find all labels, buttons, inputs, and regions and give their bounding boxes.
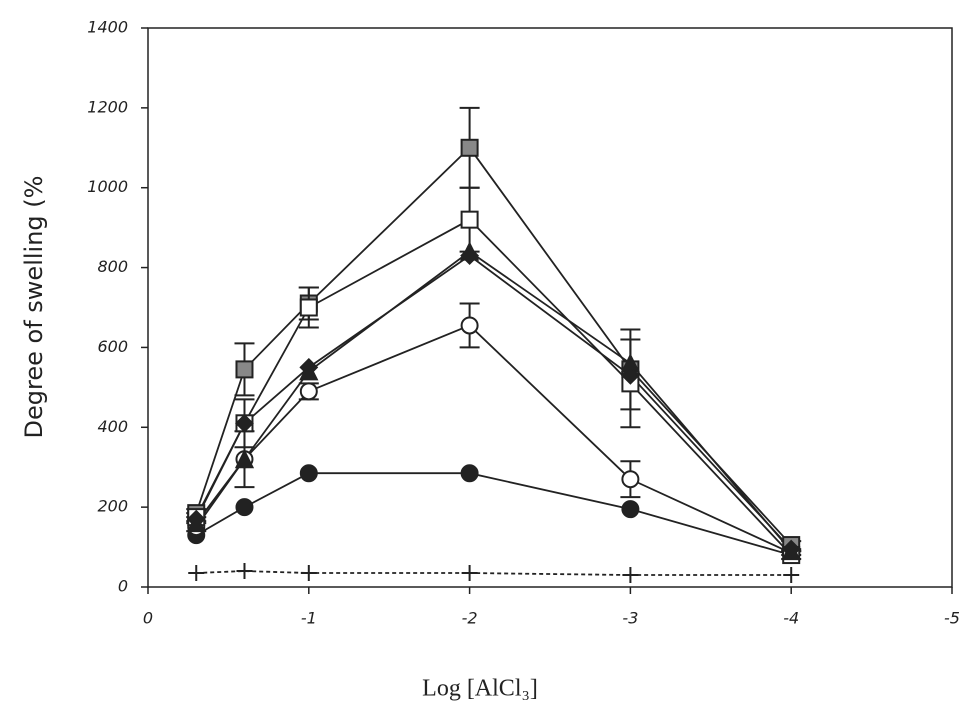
marker [621,470,640,489]
marker [299,382,318,401]
y-tick-label: 200 [97,497,128,516]
y-tick-label: 1000 [87,177,128,196]
marker [461,565,478,582]
x-tick-label: -4 [783,609,799,628]
marker [781,539,801,559]
series-line [195,472,792,556]
x-tick-label: -2 [462,609,478,628]
marker [235,360,254,379]
marker [234,448,255,469]
x-tick-label: 0 [143,609,153,628]
plot-frame [147,27,953,588]
series-line [196,570,792,576]
x-tick-label: -5 [944,609,960,628]
marker [621,500,640,519]
y-tick-label: 0 [118,577,128,596]
series-line [195,324,792,554]
series-line [195,146,792,546]
marker [299,464,318,483]
x-tick-label: -3 [622,609,638,628]
marker [460,210,479,229]
marker [620,365,640,385]
series-line [195,254,792,550]
y-tick-label: 600 [97,337,128,356]
marker [186,509,206,529]
marker [299,357,319,377]
marker [783,567,800,584]
marker [460,464,479,483]
marker [622,567,639,584]
x-axis-label: Log [AlCl₃] [422,676,538,702]
marker [460,246,480,266]
y-tick-label: 1200 [87,97,128,116]
marker [235,498,254,517]
marker [299,298,318,317]
y-tick-label: 800 [97,257,128,276]
marker [460,138,479,157]
y-tick-label: 1400 [87,18,128,37]
x-tick-label: -1 [301,609,317,628]
y-axis-label: Degree of swelling (% [20,176,48,439]
series-line [195,250,792,552]
marker [236,563,253,580]
marker [460,316,479,335]
marker [188,565,205,582]
marker [235,413,254,433]
y-tick-label: 400 [97,417,128,436]
marker [300,565,317,582]
